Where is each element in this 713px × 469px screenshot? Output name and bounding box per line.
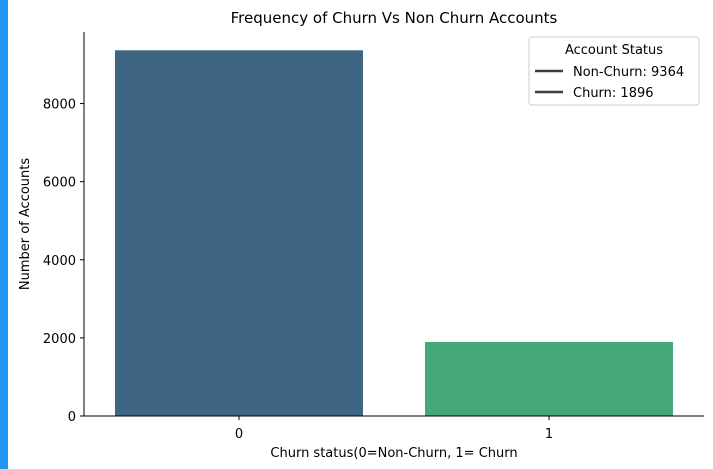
y-tick-label: 2000 (43, 332, 76, 347)
legend-title: Account Status (565, 43, 663, 58)
y-tick-label: 6000 (43, 176, 76, 191)
y-tick-label: 4000 (43, 254, 76, 269)
plot-area: 0 1 0 2000 4000 6000 8000 (43, 32, 704, 442)
legend-box (528, 36, 700, 106)
x-tick-label: 1 (545, 427, 553, 442)
x-tick-label: 0 (235, 427, 243, 442)
bar-0 (115, 50, 363, 417)
y-tick-label: 8000 (43, 98, 76, 113)
chart-title: Frequency of Churn Vs Non Churn Accounts (231, 9, 558, 27)
legend-entry: Non-Churn: 9364 (573, 65, 684, 80)
y-tick-label: 0 (68, 410, 76, 425)
y-axis-label: Number of Accounts (18, 158, 33, 291)
legend-entry: Churn: 1896 (573, 86, 654, 101)
x-axis-label: Churn status(0=Non-Churn, 1= Churn (270, 446, 517, 461)
bar-1 (425, 341, 673, 416)
legend: Account Status Non-Churn: 9364 Churn: 1896 (528, 36, 700, 106)
left-accent-bar (0, 0, 8, 469)
